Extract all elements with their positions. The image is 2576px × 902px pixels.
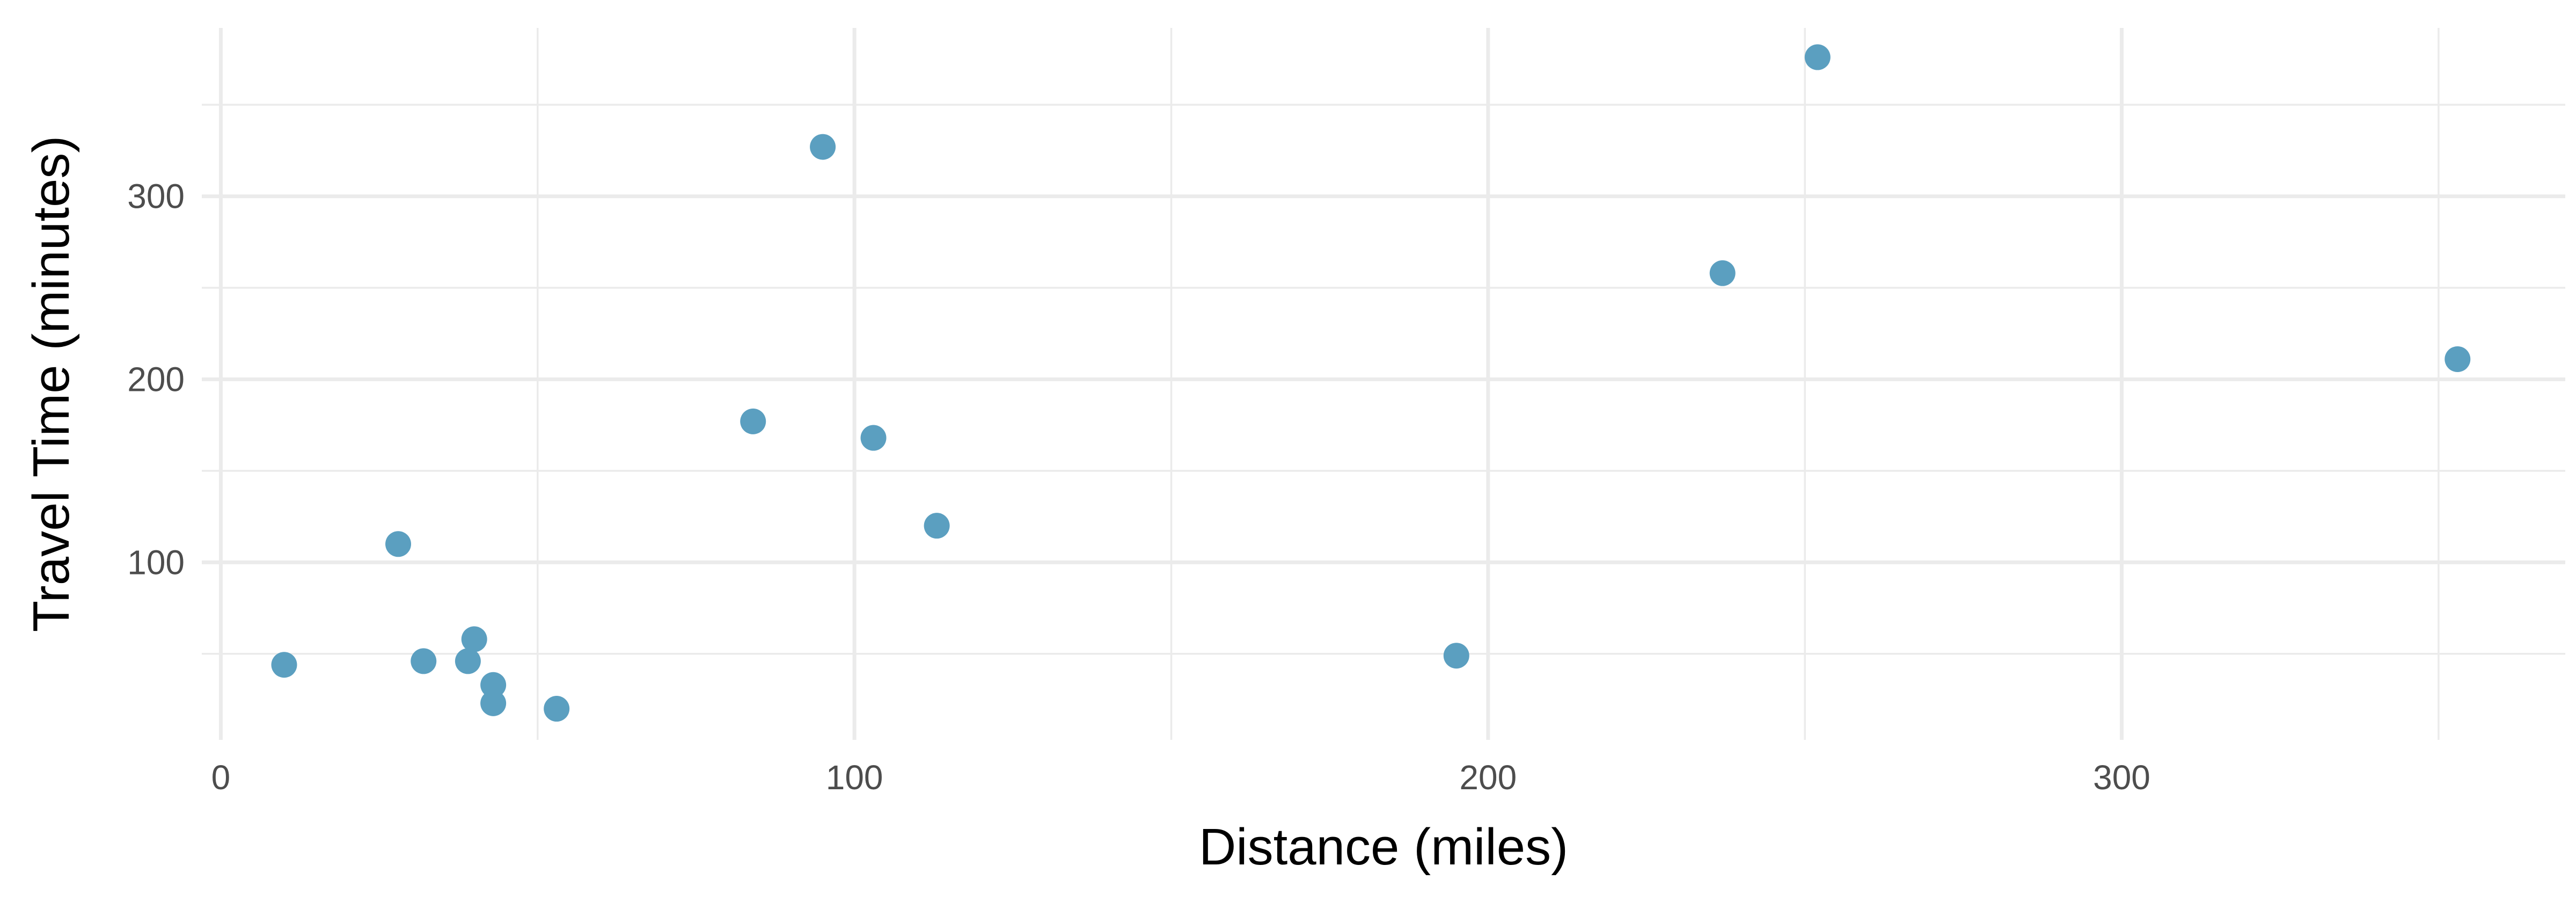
- x-tick-label: 300: [2093, 758, 2150, 797]
- data-point: [544, 696, 570, 722]
- y-tick-label: 200: [127, 360, 185, 398]
- data-point: [740, 408, 766, 434]
- y-axis-title: Travel Time (minutes): [23, 136, 80, 632]
- x-tick-label: 0: [211, 758, 231, 797]
- data-point: [924, 513, 950, 539]
- y-tick-label: 100: [127, 543, 185, 581]
- x-tick-label: 200: [1459, 758, 1517, 797]
- data-point: [860, 425, 887, 451]
- data-point: [1804, 44, 1831, 70]
- data-point: [480, 690, 507, 716]
- data-point: [810, 134, 836, 160]
- data-point: [480, 672, 507, 698]
- data-point: [1443, 643, 1469, 669]
- data-point: [455, 648, 481, 674]
- major-gridlines: [202, 28, 2565, 740]
- x-tick-label: 100: [826, 758, 883, 797]
- minor-gridlines: [202, 28, 2565, 740]
- data-points: [271, 44, 2471, 722]
- data-point: [461, 626, 487, 652]
- data-point: [411, 648, 437, 674]
- data-point: [385, 531, 412, 557]
- x-axis-title: Distance (miles): [1199, 818, 1568, 876]
- x-tick-labels: 0 100 200 300: [211, 758, 2150, 797]
- y-tick-labels: 100 200 300: [127, 177, 185, 582]
- data-point: [1709, 260, 1736, 286]
- data-point: [271, 652, 297, 678]
- y-tick-label: 300: [127, 177, 185, 216]
- data-point: [2445, 346, 2471, 372]
